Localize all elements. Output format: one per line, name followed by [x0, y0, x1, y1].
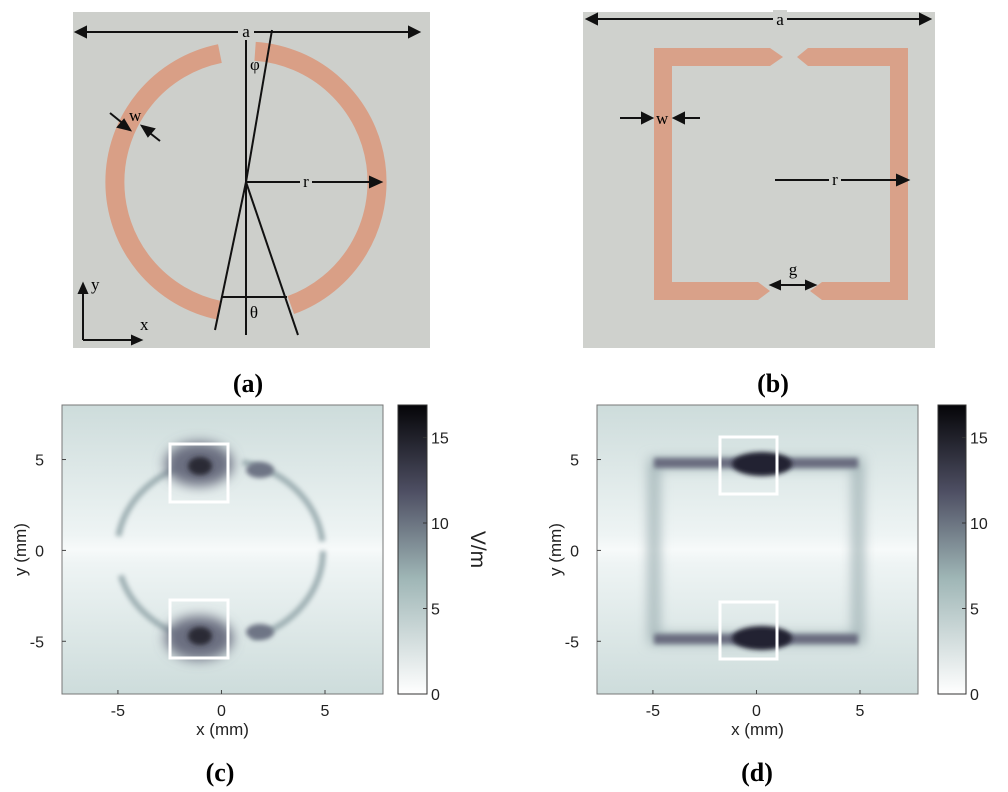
y-tick-label: 5 [35, 453, 44, 470]
colorbar-tick-label: 0 [431, 687, 440, 704]
angle-label: θ [250, 303, 258, 322]
x-axis-label: x (mm) [196, 720, 249, 739]
figure: a φ w r θ y x (a) a w r g (b) -5 0 5 -5 0 5 0 5… [0, 0, 1008, 792]
axis-label: x [140, 315, 149, 334]
colorbar-tick-label: 0 [970, 687, 979, 704]
caption: (b) [757, 369, 789, 398]
colorbar [398, 405, 427, 694]
caption: (a) [233, 369, 263, 398]
y-tick-label: -5 [30, 634, 44, 651]
angle-label: φ [250, 55, 260, 74]
colorbar-tick-label: 15 [431, 430, 449, 447]
caption: (c) [206, 758, 235, 787]
colorbar [938, 405, 966, 694]
y-tick-label: 0 [570, 543, 579, 560]
caption: (d) [741, 758, 773, 787]
gap-label: g [789, 260, 798, 279]
dim-label: a [776, 10, 784, 29]
y-tick-label: 0 [35, 543, 44, 560]
axis-label: y [91, 275, 100, 294]
x-tick-label: 5 [856, 703, 865, 720]
y-axis-label: y (mm) [546, 523, 565, 576]
colorbar-tick-label: 5 [431, 601, 440, 618]
colorbar-tick-label: 15 [970, 430, 988, 447]
y-axis-label: y (mm) [11, 523, 30, 576]
x-tick-label: -5 [111, 703, 125, 720]
field-map-c [62, 405, 383, 694]
colorbar-tick-label: 10 [970, 516, 988, 533]
radius-label: r [832, 170, 838, 189]
dim-label: a [242, 22, 250, 41]
field-map-d [597, 405, 918, 694]
x-tick-label: 5 [321, 703, 330, 720]
y-tick-label: 5 [570, 453, 579, 470]
x-tick-label: 0 [752, 703, 761, 720]
x-tick-label: 0 [217, 703, 226, 720]
width-label: w [129, 106, 142, 125]
colorbar-tick-label: 10 [431, 516, 449, 533]
x-tick-label: -5 [646, 703, 660, 720]
colorbar-tick-label: 5 [970, 601, 979, 618]
width-label: w [656, 109, 669, 128]
radius-label: r [303, 172, 309, 191]
colorbar-label: V/m [466, 531, 489, 568]
y-tick-label: -5 [565, 634, 579, 651]
x-axis-label: x (mm) [731, 720, 784, 739]
